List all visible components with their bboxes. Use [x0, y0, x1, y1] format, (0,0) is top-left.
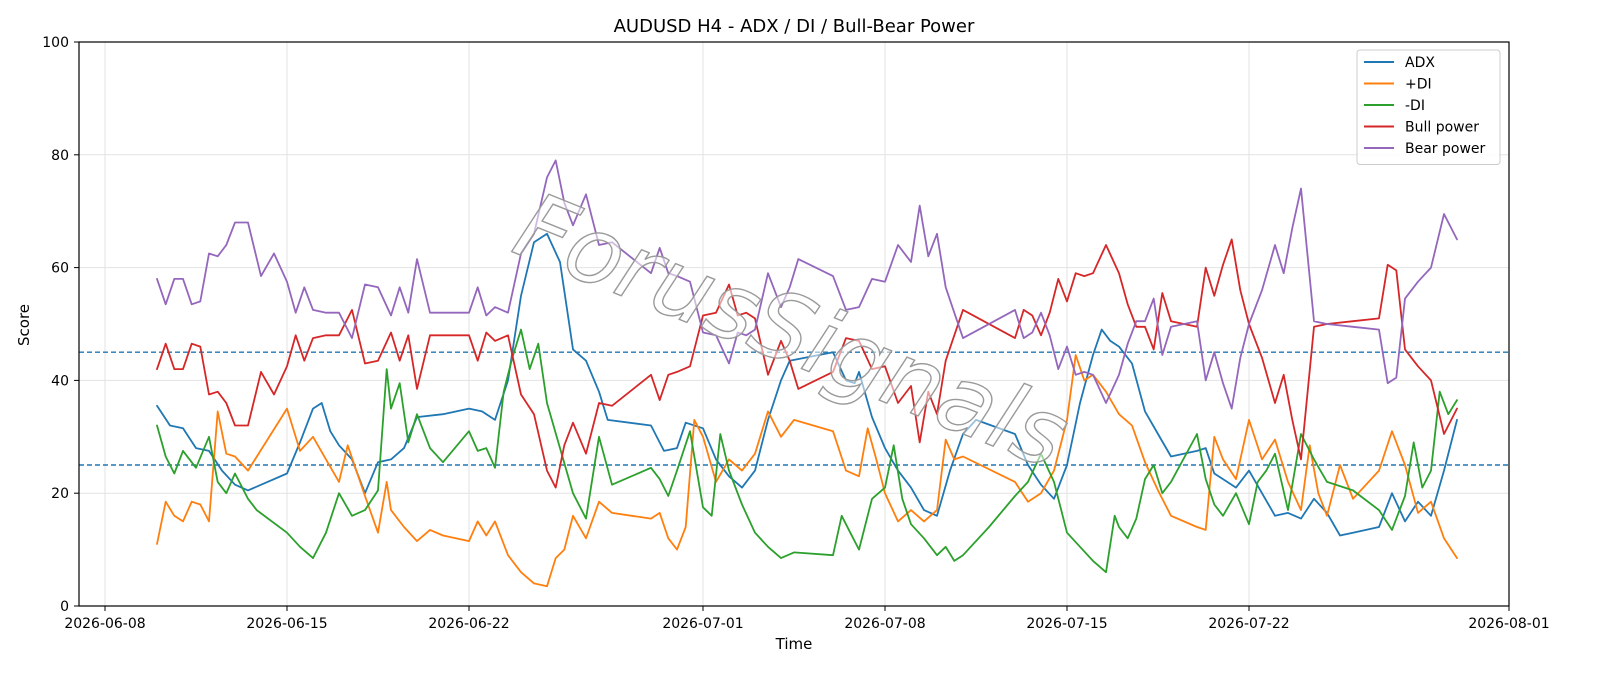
legend-label: +DI	[1405, 77, 1432, 93]
series-line-bull-power	[156, 238, 1458, 489]
y-tick-label: 20	[51, 486, 69, 502]
x-tick-label: 2026-08-01	[1468, 616, 1549, 632]
y-tick-label: 100	[42, 35, 69, 51]
y-tick-label: 60	[51, 261, 69, 277]
legend-label: Bear power	[1405, 141, 1486, 157]
y-tick-label: 40	[51, 373, 69, 389]
x-axis: 2026-06-08 2026-06-15 2026-06-22 2026-07-01…	[64, 606, 1550, 632]
y-axis-title: Score	[15, 304, 33, 346]
y-axis: 0 20 40 60 80 100	[42, 35, 79, 615]
legend-label: Bull power	[1405, 120, 1479, 136]
series-layer	[156, 159, 1458, 588]
x-tick-label: 2026-06-08	[64, 616, 145, 632]
x-axis-title: Time	[775, 635, 813, 653]
series-line-di	[156, 354, 1458, 588]
x-tick-label: 2026-07-22	[1208, 616, 1289, 632]
plot-frame	[78, 41, 1510, 607]
x-tick-label: 2026-06-15	[246, 616, 327, 632]
reference-lines	[79, 351, 1509, 466]
legend-label: -DI	[1405, 98, 1425, 114]
x-tick-label: 2026-07-08	[844, 616, 925, 632]
series-line-adx	[156, 232, 1458, 537]
x-tick-label: 2026-07-01	[662, 616, 743, 632]
x-tick-label: 2026-07-15	[1026, 616, 1107, 632]
legend: ADX +DI -DI Bull power Bear power	[1356, 49, 1501, 165]
series-line-di	[156, 328, 1458, 574]
chart-title: AUDUSD H4 - ADX / DI / Bull-Bear Power	[614, 16, 975, 37]
legend-label: ADX	[1405, 55, 1435, 71]
legend-box	[1356, 49, 1501, 165]
x-tick-label: 2026-06-22	[428, 616, 509, 632]
series-line-bear-power	[156, 159, 1458, 410]
y-tick-label: 80	[51, 148, 69, 164]
y-tick-label: 0	[60, 599, 69, 615]
